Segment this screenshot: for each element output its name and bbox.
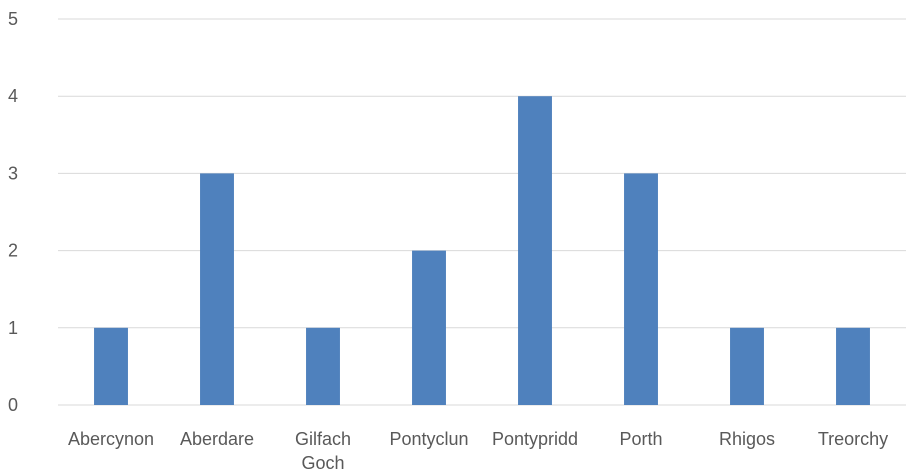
y-tick-label-5: 5 bbox=[8, 9, 18, 29]
bar-treorchy bbox=[836, 327, 870, 405]
bar-pontyclun bbox=[412, 250, 446, 405]
x-tick-label-gilfach-goch: Gilfach Goch bbox=[295, 429, 351, 473]
x-tick-label-treorchy: Treorchy bbox=[818, 429, 888, 449]
bar-rhigos bbox=[730, 327, 764, 405]
y-tick-label-3: 3 bbox=[8, 163, 18, 183]
bar-abercynon bbox=[94, 327, 128, 405]
y-tick-label-0: 0 bbox=[8, 395, 18, 415]
y-tick-label-4: 4 bbox=[8, 86, 18, 106]
y-axis-tick-labels: 0 1 2 3 4 5 bbox=[8, 9, 18, 415]
gridlines bbox=[58, 18, 906, 406]
x-tick-label-abercynon: Abercynon bbox=[68, 429, 154, 449]
bars bbox=[94, 96, 870, 405]
bar-aberdare bbox=[200, 173, 234, 405]
bar-pontypridd bbox=[518, 96, 552, 405]
x-axis-tick-labels: Abercynon Aberdare Gilfach Goch Pontyclun Pon… bbox=[68, 429, 888, 473]
x-tick-label-pontypridd: Pontypridd bbox=[492, 429, 578, 449]
x-tick-label-rhigos: Rhigos bbox=[719, 429, 775, 449]
x-tick-label-aberdare: Aberdare bbox=[180, 429, 254, 449]
bar-gilfach-goch bbox=[306, 327, 340, 405]
bar-porth bbox=[624, 173, 658, 405]
x-tick-label-porth: Porth bbox=[619, 429, 662, 449]
x-tick-label-pontyclun: Pontyclun bbox=[389, 429, 468, 449]
y-tick-label-1: 1 bbox=[8, 318, 18, 338]
y-tick-label-2: 2 bbox=[8, 241, 18, 261]
